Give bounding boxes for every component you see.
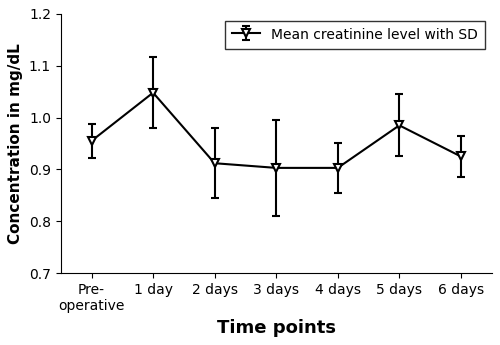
Legend: Mean creatinine level with SD: Mean creatinine level with SD bbox=[225, 21, 484, 49]
X-axis label: Time points: Time points bbox=[216, 319, 336, 337]
Y-axis label: Concentration in mg/dL: Concentration in mg/dL bbox=[8, 43, 24, 244]
